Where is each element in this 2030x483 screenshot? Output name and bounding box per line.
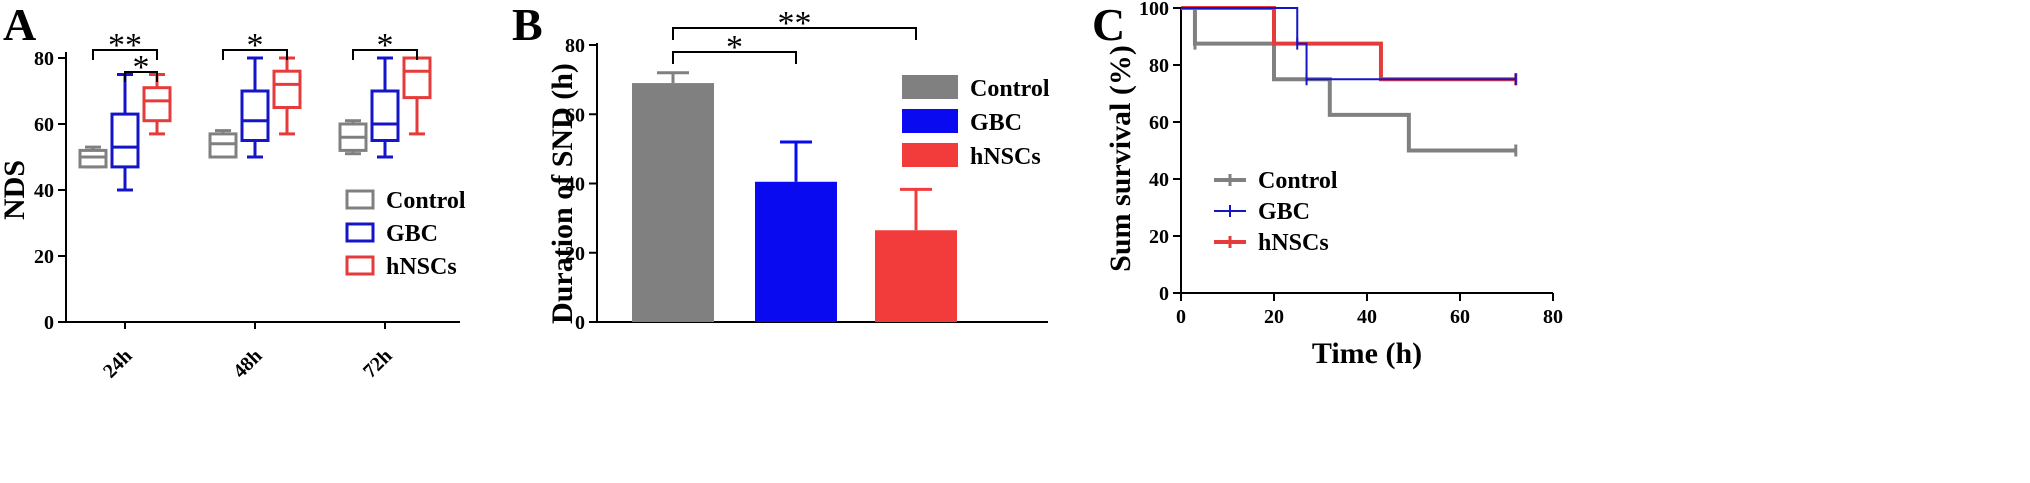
- box-gbc-48h: [240, 56, 270, 159]
- y-tick-label: 40: [1149, 169, 1169, 191]
- legend-swatch: [345, 255, 375, 276]
- y-tick-label: 0: [575, 312, 585, 334]
- box-gbc-24h: [110, 73, 140, 192]
- legend-swatch: [345, 222, 375, 243]
- x-tick-label: 0: [1176, 306, 1186, 328]
- significance-bracket: [352, 49, 418, 60]
- box-control-48h: [208, 129, 238, 159]
- x-tick-label: 40: [1357, 306, 1377, 328]
- significance-bracket: [124, 71, 158, 82]
- significance-label: **: [778, 5, 812, 42]
- legend-label: Control: [386, 188, 466, 214]
- survival-line-control: [1181, 6, 1516, 153]
- box-iqr: [370, 89, 400, 142]
- y-tick-label: 40: [565, 174, 585, 196]
- box-iqr: [240, 89, 270, 142]
- box-iqr: [402, 56, 432, 100]
- x-tick-label: 72h: [359, 345, 397, 383]
- significance-bracket: [222, 49, 288, 60]
- x-tick-label: 20: [1264, 306, 1284, 328]
- box-control-24h: [78, 145, 108, 169]
- bar-hnscs: [875, 230, 957, 322]
- y-tick-label: 20: [34, 246, 54, 268]
- y-tick-label: 60: [1149, 112, 1169, 134]
- panel-c-survival-chart: C 0 20 40 60 80 100 0 20 40 60 80 Time (h) Sum surviv…: [1092, 0, 1563, 370]
- y-tick-label: 80: [565, 35, 585, 57]
- box-iqr: [110, 112, 140, 169]
- legend-label: hNSCs: [970, 144, 1041, 170]
- y-tick-label: 100: [1139, 0, 1169, 20]
- legend-label: GBC: [970, 110, 1022, 136]
- y-tick-label: 80: [1149, 55, 1169, 77]
- legend-swatch: [902, 143, 958, 167]
- bar-gbc: [755, 181, 837, 322]
- significance-bracket: [92, 49, 158, 60]
- y-axis-label: Sum survival (%): [1104, 45, 1137, 272]
- y-tick-label: 40: [34, 180, 54, 202]
- panel-letter: C: [1092, 0, 1125, 50]
- y-tick-label: 0: [44, 312, 54, 334]
- box-iqr: [208, 132, 238, 159]
- legend-label: hNSCs: [386, 254, 457, 280]
- legend-swatch: [902, 109, 958, 133]
- box-gbc-72h: [370, 56, 400, 159]
- box-iqr: [78, 148, 108, 169]
- box-control-72h: [338, 119, 368, 156]
- x-tick-label: 60: [1450, 306, 1470, 328]
- legend-label: Control: [1258, 168, 1338, 194]
- panel-letter: B: [512, 0, 543, 50]
- y-tick-label: 0: [1159, 283, 1169, 305]
- y-tick-label: 20: [565, 243, 585, 265]
- significance-bracket: [672, 27, 917, 40]
- bar-control: [632, 83, 714, 323]
- x-tick-label: 24h: [99, 345, 137, 383]
- significance-label: *: [247, 27, 264, 64]
- legend-label: GBC: [386, 221, 438, 247]
- significance-label: *: [726, 29, 743, 66]
- x-axis-label: Time (h): [1312, 337, 1422, 370]
- x-tick-label: 80: [1543, 306, 1563, 328]
- significance-label: *: [133, 49, 150, 86]
- legend-swatch: [345, 189, 375, 210]
- legend-label: hNSCs: [1258, 230, 1329, 256]
- y-tick-label: 60: [565, 104, 585, 126]
- significance-label: **: [108, 27, 142, 64]
- x-tick-label: 48h: [229, 345, 267, 383]
- significance-label: *: [377, 27, 394, 64]
- y-tick-label: 80: [34, 48, 54, 70]
- y-tick-label: 60: [34, 114, 54, 136]
- y-axis-label: NDS: [0, 160, 31, 220]
- box-iqr: [272, 69, 302, 109]
- significance-bracket: [672, 51, 797, 64]
- y-axis-label: Duration of SND (h): [546, 63, 579, 324]
- box-hnscs-72h: [402, 56, 432, 136]
- box-iqr: [142, 86, 172, 123]
- y-tick-label: 20: [1149, 226, 1169, 248]
- legend-swatch: [902, 75, 958, 99]
- legend-label: GBC: [1258, 199, 1310, 225]
- legend-label: Control: [970, 76, 1050, 102]
- panel-letter: A: [3, 0, 36, 50]
- box-hnscs-48h: [272, 56, 302, 136]
- survival-line-gbc: [1181, 7, 1516, 81]
